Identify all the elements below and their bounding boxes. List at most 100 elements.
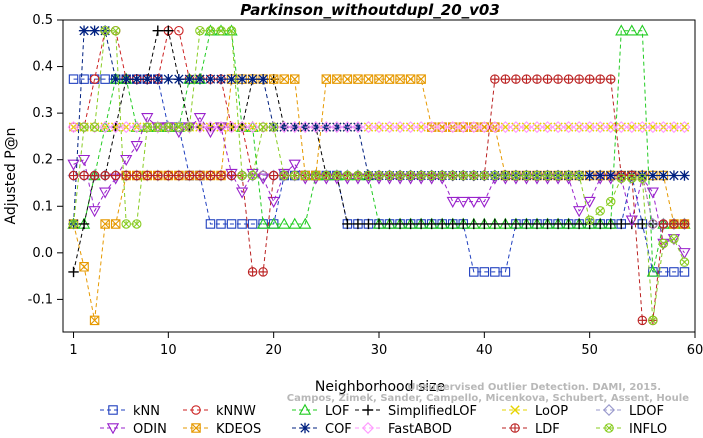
data-point-ldf <box>605 74 616 84</box>
y-tick-label: -0.1 <box>28 292 53 307</box>
x-tick-label: 1 <box>69 343 77 358</box>
data-point-cof <box>142 73 153 85</box>
data-point-inflo <box>342 170 353 181</box>
legend-label-ldof: LDOF <box>629 404 664 419</box>
x-tick-label: 10 <box>160 343 177 358</box>
x-tick-label: 30 <box>371 343 388 358</box>
data-point-knnw <box>174 25 184 36</box>
data-point-fastabod <box>120 121 133 134</box>
data-point-inflo <box>637 173 648 184</box>
data-point-simplifiedlof <box>363 218 374 230</box>
data-point-inflo <box>131 219 142 229</box>
data-point-odin <box>457 196 470 208</box>
data-point-simplifiedlof <box>78 218 90 230</box>
data-point-odin <box>130 140 143 153</box>
data-point-fastabod <box>109 121 122 134</box>
data-point-kdeos <box>289 74 300 84</box>
data-point-fastabod <box>541 121 554 134</box>
data-point-odin <box>141 113 154 125</box>
data-point-cof <box>647 170 659 181</box>
data-point-odin <box>193 113 207 125</box>
y-tick-label: 0.2 <box>32 153 53 168</box>
data-point-fastabod <box>204 121 217 134</box>
legend-label-knn: kNN <box>133 404 160 419</box>
data-point-cof <box>584 170 595 181</box>
data-point-cof <box>605 170 616 181</box>
data-point-inflo <box>658 238 669 249</box>
data-point-inflo <box>332 170 342 181</box>
data-point-ldf <box>142 170 153 181</box>
data-point-fastabod <box>425 121 438 134</box>
data-point-kdeos <box>416 74 426 84</box>
legend-item-knn: kNN <box>100 404 160 419</box>
legend-item-odin: ODIN <box>100 422 167 437</box>
series-layer <box>67 24 691 326</box>
data-point-ldf <box>195 170 205 181</box>
series-odin <box>67 113 691 260</box>
data-point-knn <box>658 267 669 277</box>
y-axis-label: Adjusted P@n <box>3 127 19 224</box>
x-tick-label: 60 <box>687 343 703 358</box>
data-point-inflo <box>405 170 416 181</box>
x-tick-label: 50 <box>581 343 598 358</box>
data-point-inflo <box>174 122 184 132</box>
data-point-inflo <box>574 170 584 181</box>
data-point-kdeos <box>110 219 121 229</box>
data-point-lof <box>278 217 291 229</box>
data-point-knn <box>79 74 89 84</box>
legend-label-lof: LOF <box>325 404 350 419</box>
data-point-ldf <box>268 170 279 181</box>
data-point-inflo <box>300 170 311 181</box>
data-point-ldf <box>110 170 121 181</box>
data-point-ldf <box>669 219 679 229</box>
data-point-simplifiedlof <box>552 218 564 230</box>
data-point-inflo <box>384 170 395 181</box>
data-point-inflo <box>584 215 595 225</box>
data-point-odin <box>77 154 91 167</box>
legend-marker-ldf <box>510 423 520 433</box>
data-point-knn <box>479 267 490 277</box>
data-point-fastabod <box>320 121 333 134</box>
data-point-ldf <box>131 170 142 181</box>
data-point-odin <box>120 154 133 167</box>
data-point-cof <box>668 170 680 181</box>
legend-item-loop: LoOP <box>502 404 568 419</box>
legend-item-kdeos: KDEOS <box>183 422 261 437</box>
legend-item-lof: LOF <box>292 403 350 419</box>
data-point-ldf <box>521 74 532 84</box>
data-point-cof <box>310 121 321 133</box>
data-point-inflo <box>184 122 195 132</box>
data-point-fastabod <box>351 121 364 134</box>
data-point-inflo <box>616 173 627 184</box>
data-point-ldof <box>646 217 659 230</box>
data-point-cof <box>215 73 227 85</box>
data-point-ldf <box>184 170 195 181</box>
data-point-lof <box>625 24 638 36</box>
data-point-simplifiedlof <box>479 218 490 230</box>
data-point-fastabod <box>520 121 533 134</box>
data-point-ldf <box>247 267 258 277</box>
legend-item-knnw: kNNW <box>183 404 256 419</box>
data-point-cof <box>595 170 606 181</box>
data-point-simplifiedlof <box>573 218 585 230</box>
data-point-fastabod <box>625 121 638 134</box>
data-point-ldf <box>532 74 542 84</box>
data-point-inflo <box>447 170 458 181</box>
data-point-cof <box>110 73 121 85</box>
data-point-fastabod <box>278 121 291 134</box>
data-point-inflo <box>511 170 521 181</box>
legend-marker-knnw <box>191 405 201 415</box>
data-point-knn <box>216 219 226 229</box>
data-point-lof <box>267 217 280 229</box>
data-point-odin <box>67 159 80 171</box>
data-point-inflo <box>268 122 279 132</box>
legend-marker-ldof <box>603 404 615 416</box>
data-point-cof <box>194 73 206 85</box>
legend-label-cof: COF <box>325 422 352 434</box>
data-point-fastabod <box>499 121 512 134</box>
data-point-fastabod <box>246 121 259 134</box>
data-point-simplifiedlof <box>426 218 437 230</box>
data-point-fastabod <box>404 121 417 134</box>
data-point-simplifiedlof <box>616 218 627 230</box>
